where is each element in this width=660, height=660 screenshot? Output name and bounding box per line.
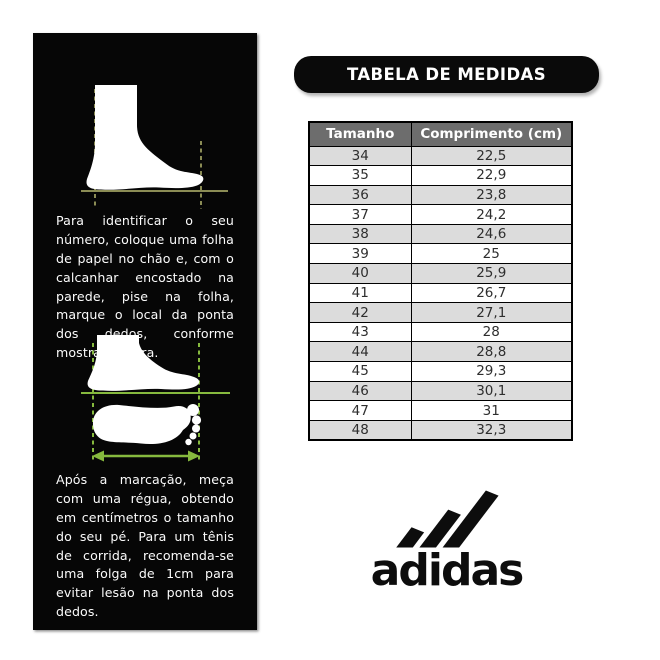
- foot-side-silhouette: [86, 85, 204, 190]
- length-cell: 22,9: [410, 165, 573, 186]
- column-header-length: Comprimento (cm): [410, 121, 573, 147]
- length-cell: 28: [410, 321, 573, 343]
- size-cell: 43: [308, 321, 412, 343]
- page-title-text: TABELA DE MEDIDAS: [346, 65, 546, 84]
- table-row: 40 25,9: [308, 263, 573, 284]
- adidas-logo: adidas: [294, 487, 599, 597]
- column-header-size: Tamanho: [308, 121, 412, 147]
- footprint-silhouette: [92, 404, 202, 446]
- foot-side-silhouette-small: [87, 335, 200, 391]
- size-cell: 44: [308, 341, 412, 363]
- size-table-body: 34 22,5 35 22,9 36 23,8 37 24,2 38 24,6 39 25 40 25,9…: [308, 145, 573, 441]
- table-row: 39 25: [308, 243, 573, 265]
- table-row: 38 24,6: [308, 223, 573, 245]
- table-row: 47 31: [308, 400, 573, 421]
- foot-length-measure-icon: [81, 335, 230, 462]
- table-row: 44 28,8: [308, 341, 573, 363]
- length-cell: 32,3: [410, 419, 573, 441]
- foot-wall-measure-icon: [81, 85, 228, 209]
- table-row: 42 27,1: [308, 302, 573, 323]
- size-cell: 41: [308, 282, 412, 304]
- length-cell: 22,5: [410, 145, 573, 167]
- size-cell: 35: [308, 165, 412, 186]
- table-row: 35 22,9: [308, 165, 573, 186]
- length-cell: 30,1: [410, 380, 573, 402]
- length-cell: 27,1: [410, 302, 573, 323]
- size-cell: 46: [308, 380, 412, 402]
- size-cell: 36: [308, 184, 412, 206]
- table-row: 45 29,3: [308, 361, 573, 382]
- length-arrow: [92, 450, 200, 462]
- size-cell: 39: [308, 243, 412, 265]
- length-cell: 24,6: [410, 223, 573, 245]
- table-row: 34 22,5: [308, 145, 573, 167]
- adidas-wordmark: adidas: [370, 545, 525, 596]
- length-cell: 31: [410, 400, 573, 421]
- size-cell: 48: [308, 419, 412, 441]
- size-table-header-row: Tamanho Comprimento (cm): [308, 121, 573, 147]
- length-cell: 29,3: [410, 361, 573, 382]
- size-cell: 45: [308, 361, 412, 382]
- table-row: 36 23,8: [308, 184, 573, 206]
- adidas-three-stripes-icon: [395, 490, 499, 548]
- length-cell: 25,9: [410, 263, 573, 284]
- size-cell: 47: [308, 400, 412, 421]
- table-row: 37 24,2: [308, 204, 573, 225]
- size-cell: 37: [308, 204, 412, 225]
- length-cell: 24,2: [410, 204, 573, 225]
- size-cell: 38: [308, 223, 412, 245]
- page-title: TABELA DE MEDIDAS: [294, 56, 599, 93]
- instruction-panel: Para identificar o seu número, coloque u…: [33, 33, 257, 630]
- size-cell: 40: [308, 263, 412, 284]
- table-row: 41 26,7: [308, 282, 573, 304]
- size-table: Tamanho Comprimento (cm) 34 22,5 35 22,9 36 2…: [308, 121, 573, 441]
- length-cell: 26,7: [410, 282, 573, 304]
- table-row: 43 28: [308, 321, 573, 343]
- length-cell: 28,8: [410, 341, 573, 363]
- size-cell: 42: [308, 302, 412, 323]
- instruction-step-2: Após a marcação, meça com uma régua, obt…: [56, 472, 234, 620]
- length-cell: 25: [410, 243, 573, 265]
- table-row: 46 30,1: [308, 380, 573, 402]
- length-cell: 23,8: [410, 184, 573, 206]
- table-row: 48 32,3: [308, 419, 573, 441]
- size-cell: 34: [308, 145, 412, 167]
